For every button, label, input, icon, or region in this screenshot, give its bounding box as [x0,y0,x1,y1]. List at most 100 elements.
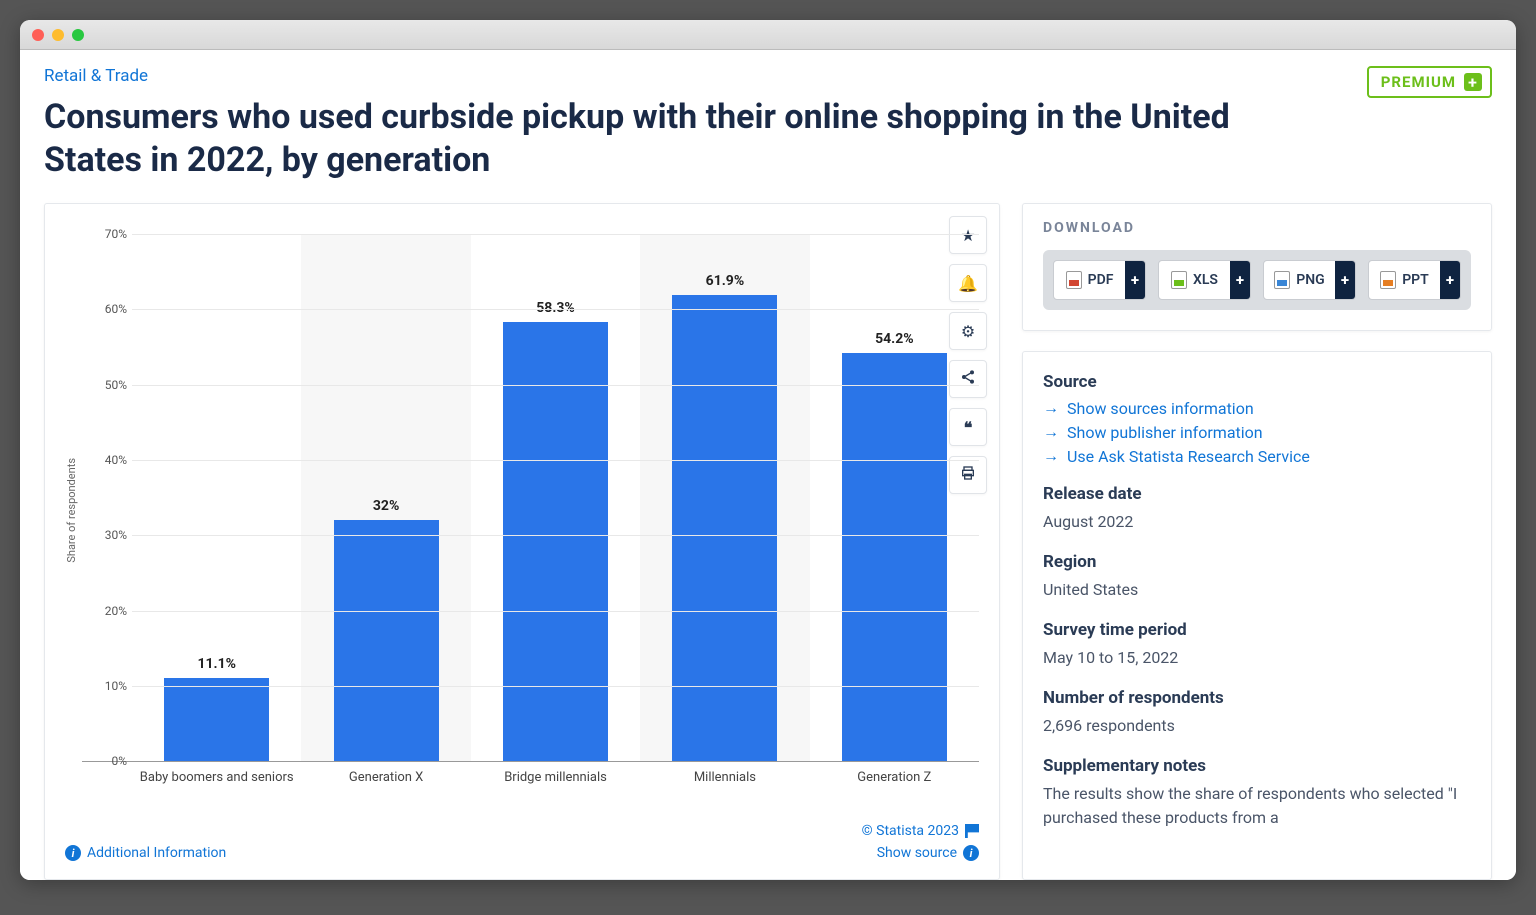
ppt-file-icon [1380,271,1396,289]
y-tick-label: 20% [82,604,127,618]
bar-slot: 54.2% [810,234,979,761]
info-icon: i [963,845,979,861]
premium-label: PREMIUM [1381,73,1456,91]
png-file-icon [1274,271,1290,289]
download-panel: DOWNLOAD PDF + XLS+ PNG + PPT + [1022,203,1492,331]
download-bar: PDF + XLS+ PNG + PPT + [1043,250,1471,310]
gridline [132,611,979,612]
bars-container: 11.1% 32% 58.3% 61.9% 54.2% [132,234,979,761]
download-label: PNG [1296,272,1324,288]
header-left: Retail & Trade Consumers who used curbsi… [44,66,1294,181]
y-tick-label: 60% [82,302,127,316]
breadcrumb[interactable]: Retail & Trade [44,66,1294,86]
release-section: Release date August 2022 [1043,484,1471,534]
region-heading: Region [1043,552,1471,572]
chart-body: Share of respondents 11.1% 32% 58.3% 61.9% 5… [65,234,979,787]
x-axis-labels: Baby boomers and seniorsGeneration XBrid… [132,762,979,787]
plus-icon: + [1335,261,1355,299]
source-link[interactable]: →Show sources information [1043,398,1471,418]
y-tick-label: 10% [82,679,127,693]
arrow-right-icon: → [1043,422,1059,442]
respondents-heading: Number of respondents [1043,688,1471,708]
maximize-dot[interactable] [72,29,84,41]
download-label: PDF [1088,272,1114,288]
meta-panel: Source →Show sources information→Show pu… [1022,351,1492,880]
y-tick-label: 0% [82,754,127,768]
additional-info-link[interactable]: i Additional Information [65,845,226,861]
header-row: Retail & Trade Consumers who used curbsi… [44,66,1492,181]
plus-icon: + [1440,261,1460,299]
x-tick-label: Generation X [301,762,470,787]
y-tick-label: 50% [82,378,127,392]
plot-area: 11.1%32%58.3%61.9%54.2% 0%10%20%30%40%50… [82,234,979,762]
respondents-value: 2,696 respondents [1043,714,1471,738]
show-source-label: Show source [877,845,957,861]
browser-window: Retail & Trade Consumers who used curbsi… [20,20,1516,880]
plot-wrapper: 11.1% 32% 58.3% 61.9% 54.2% 0% 10% 20% 30% 40% 50… [82,234,979,787]
bar-value-label: 54.2% [875,331,914,347]
region-section: Region United States [1043,552,1471,602]
show-source-link[interactable]: Show source i [862,845,979,861]
supplementary-section: Supplementary notes The results show the… [1043,756,1471,830]
download-png-button[interactable]: PNG + [1263,260,1356,300]
download-heading: DOWNLOAD [1043,220,1471,236]
bar-slot: 61.9% [640,234,809,761]
download-ppt-button[interactable]: PPT + [1368,260,1461,300]
close-dot[interactable] [32,29,44,41]
bar[interactable]: 61.9% [672,295,777,761]
gridline [132,234,979,235]
supplementary-heading: Supplementary notes [1043,756,1471,776]
y-tick-label: 70% [82,227,127,241]
arrow-right-icon: → [1043,446,1059,466]
download-label: XLS [1193,272,1218,288]
download-pdf-button[interactable]: PDF + [1053,260,1146,300]
download-xls-button[interactable]: XLS+ [1158,260,1251,300]
page-content: Retail & Trade Consumers who used curbsi… [20,50,1516,880]
survey-value: May 10 to 15, 2022 [1043,646,1471,670]
bar[interactable]: 11.1% [164,678,269,762]
info-icon: i [65,845,81,861]
source-link-label: Show publisher information [1067,423,1263,442]
release-heading: Release date [1043,484,1471,504]
x-tick-label: Generation Z [810,762,979,787]
survey-section: Survey time period May 10 to 15, 2022 [1043,620,1471,670]
respondents-section: Number of respondents 2,696 respondents [1043,688,1471,738]
bar-slot: 11.1% [132,234,301,761]
source-link-label: Use Ask Statista Research Service [1067,447,1310,466]
chart-footer-right: © Statista 2023 Show source i [862,817,979,861]
bar[interactable]: 54.2% [842,353,947,761]
gridline [132,535,979,536]
chart-footer: i Additional Information © Statista 2023… [65,817,979,861]
premium-badge[interactable]: PREMIUM + [1367,66,1492,98]
minimize-dot[interactable] [52,29,64,41]
y-axis-label: Share of respondents [65,458,78,563]
copyright-link[interactable]: © Statista 2023 [862,823,979,839]
arrow-right-icon: → [1043,398,1059,418]
bar-value-label: 11.1% [197,656,236,672]
bar[interactable]: 32% [334,520,439,761]
chart-panel: ★ 🔔 ⚙ ❝ Share of respondents 11. [44,203,1000,880]
source-link[interactable]: → Use Ask Statista Research Service [1043,446,1471,466]
bar[interactable]: 58.3% [503,322,608,761]
download-label: PPT [1402,272,1429,288]
x-tick-label: Bridge millennials [471,762,640,787]
bar-value-label: 58.3% [536,300,575,316]
survey-heading: Survey time period [1043,620,1471,640]
gridline [132,460,979,461]
page-title: Consumers who used curbside pickup with … [44,96,1294,181]
source-link[interactable]: → Show publisher information [1043,422,1471,442]
gridline [132,385,979,386]
source-links: →Show sources information→Show publisher… [1043,398,1471,466]
x-tick-label: Millennials [640,762,809,787]
source-section: Source →Show sources information→Show pu… [1043,372,1471,466]
release-value: August 2022 [1043,510,1471,534]
x-tick-label: Baby boomers and seniors [132,762,301,787]
plus-icon: + [1125,261,1145,299]
window-title-bar [20,20,1516,50]
additional-info-label: Additional Information [87,845,226,861]
pdf-file-icon [1066,271,1082,289]
region-value: United States [1043,578,1471,602]
y-tick-label: 30% [82,528,127,542]
right-column: DOWNLOAD PDF + XLS+ PNG + PPT + Source →Show s… [1022,203,1492,880]
y-tick-label: 40% [82,453,127,467]
